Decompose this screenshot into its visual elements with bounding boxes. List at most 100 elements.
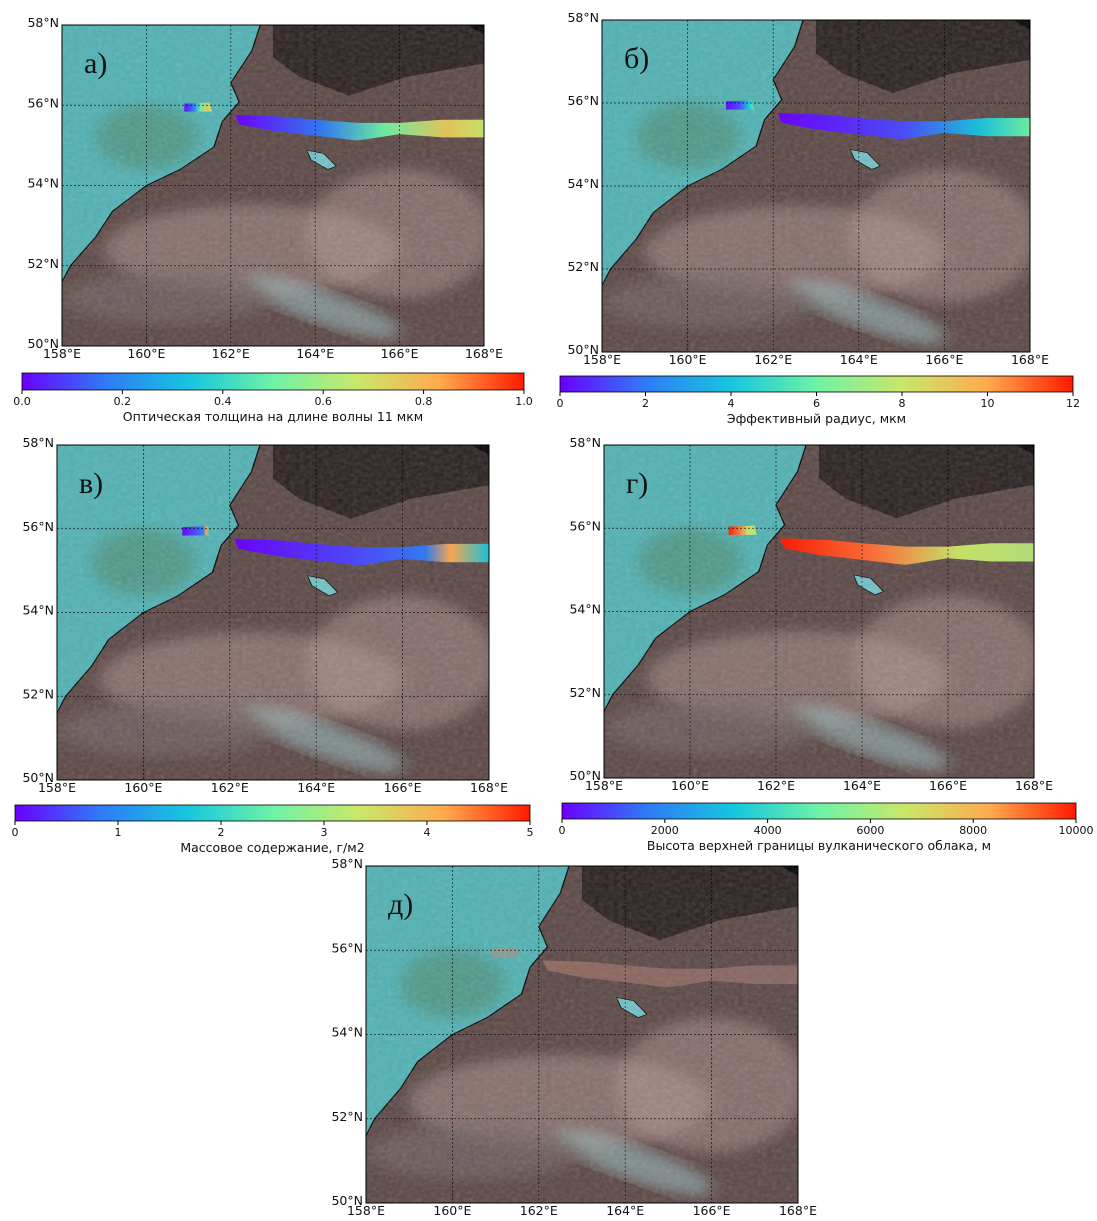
colorbar-tick-label: 0.6 [314,395,332,408]
map-frame [365,865,799,1204]
ash-plume [543,960,798,988]
lat-tick-label: 56°N [569,518,601,533]
ash-plume [184,102,212,112]
colorbar-tick-label: 2 [642,397,649,410]
lat-tick-label: 58°N [22,435,54,450]
colorbar-tick-label: 4 [728,397,735,410]
lon-tick-label: 166°E [381,346,419,361]
map-area [604,445,1043,781]
colorbar-tick-label: 8 [899,397,906,410]
lon-tick-label: 168°E [465,346,503,361]
map-area [57,445,498,783]
lon-tick-label: 164°E [296,346,334,361]
lat-tick-label: 54°N [569,602,601,617]
panel-label: а) [84,47,107,80]
lon-tick-label: 166°E [384,780,422,795]
colorbar: 0 1 2 3 4 5 Массовое содержание, г/м2 [12,804,534,855]
colorbar: 0 2000 4000 6000 8000 10000 Высота верхней гра… [559,802,1094,853]
lat-tick-label: 52°N [569,685,601,700]
colorbar-tick-label: 4 [424,826,431,839]
lat-tick-label: 58°N [569,435,601,450]
colorbar-label: Эффективный радиус, мкм [727,411,906,426]
map-frame [601,19,1031,353]
ash-plume [491,947,520,957]
colorbar-label: Оптическая толщина на длине волны 11 мкм [123,409,423,424]
lat-tick-label: 50°N [331,1193,363,1208]
lon-tick-label: 162°E [757,778,795,793]
lat-tick-label: 50°N [569,768,601,783]
lon-tick-label: 164°E [297,780,335,795]
lon-tick-label: 160°E [669,352,707,367]
panel-label: б) [624,42,649,75]
lat-tick-label: 56°N [331,940,363,955]
lon-tick-label: 168°E [1015,778,1053,793]
colorbar-label: Высота верхней границы вулканического об… [647,838,991,853]
map-area [62,25,492,349]
ash-plume [780,538,1034,565]
panel-label: д) [388,888,413,921]
colorbar: 0 2 4 6 8 10 12 Эффективный радиус, мкм [557,375,1080,426]
colorbar-tick-label: 10 [981,397,995,410]
lon-tick-label: 162°E [212,346,250,361]
ash-plume [728,525,757,535]
colorbar-tick-label: 5 [527,826,534,839]
lon-tick-label: 168°E [1011,352,1049,367]
map-panel: 158°E 160°E 162°E 164°E 166°E 168°E 50°N 52°N 54… [567,10,1049,367]
lat-tick-label: 54°N [27,176,59,191]
lat-tick-label: 50°N [22,770,54,785]
lon-tick-label: 158°E [38,780,76,795]
map-frame [61,24,485,347]
colorbar-scale [559,375,1074,393]
map-panel: 158°E 160°E 162°E 164°E 166°E 168°E 50°N 52°N 54… [22,435,508,795]
colorbar-scale [561,802,1077,820]
lon-tick-label: 158°E [585,778,623,793]
colorbar-tick-label: 0.8 [415,395,433,408]
colorbar-tick-label: 2000 [651,824,679,837]
satellite-image [604,445,1043,781]
lat-tick-label: 54°N [22,603,54,618]
colorbar-tick-label: 1 [115,826,122,839]
lon-tick-label: 162°E [754,352,792,367]
lon-tick-label: 162°E [211,780,249,795]
lat-tick-label: 50°N [567,342,599,357]
lat-tick-label: 54°N [331,1025,363,1040]
colorbar-tick-label: 6 [813,397,820,410]
lon-tick-label: 158°E [583,352,621,367]
lat-tick-label: 56°N [567,93,599,108]
colorbar-tick-label: 0 [559,824,566,837]
lat-tick-label: 52°N [22,686,54,701]
lat-tick-label: 58°N [27,15,59,30]
lat-tick-label: 56°N [22,519,54,534]
map-area [366,866,807,1206]
lon-tick-label: 166°E [925,352,963,367]
satellite-image [366,866,807,1206]
lon-tick-label: 160°E [433,1203,471,1218]
lon-tick-label: 166°E [693,1203,731,1218]
lat-tick-label: 54°N [567,176,599,191]
colorbar-scale [21,372,525,391]
colorbar-tick-label: 10000 [1059,824,1094,837]
lon-tick-label: 160°E [124,780,162,795]
lat-tick-label: 58°N [331,856,363,871]
lat-tick-label: 58°N [567,10,599,25]
lat-tick-label: 52°N [331,1109,363,1124]
colorbar-tick-label: 1.0 [515,395,533,408]
ash-plume [234,538,489,566]
satellite-image [62,25,492,349]
map-panel: 158°E 160°E 162°E 164°E 166°E 168°E 50°N 52°N 54… [569,435,1053,793]
colorbar-tick-label: 0 [557,397,564,410]
lon-tick-label: 162°E [520,1203,558,1218]
satellite-image [57,445,498,783]
colorbar-label: Массовое содержание, г/м2 [180,840,364,855]
panel-label: г) [626,467,648,500]
colorbar-tick-label: 6000 [856,824,884,837]
map-panel: 158°E 160°E 162°E 164°E 166°E 168°E 50°N 52°N 54… [331,856,817,1218]
colorbar-tick-label: 4000 [754,824,782,837]
ash-plume [182,526,211,536]
colorbar-tick-label: 8000 [959,824,987,837]
colorbar-tick-label: 2 [218,826,225,839]
colorbar-tick-label: 3 [321,826,328,839]
ash-plume [235,114,484,141]
lon-tick-label: 164°E [843,778,881,793]
